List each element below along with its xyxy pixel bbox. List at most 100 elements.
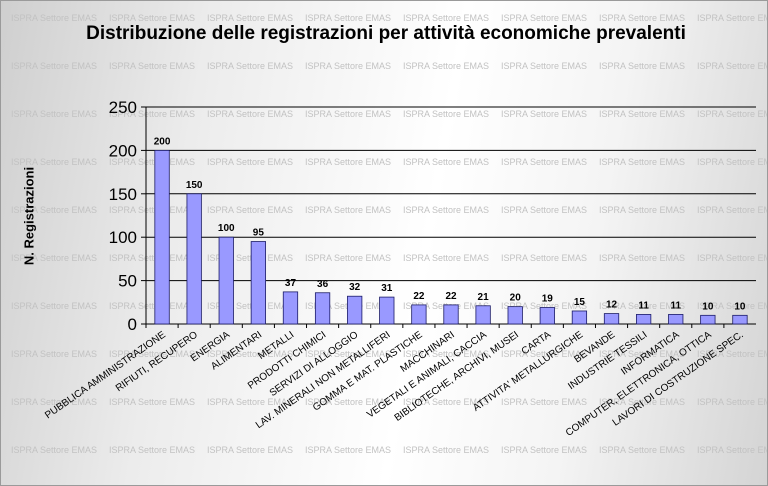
data-label: 31 xyxy=(381,283,393,294)
watermark-text: ISPRA Settore EMAS xyxy=(697,13,767,23)
watermark-text: ISPRA Settore EMAS xyxy=(697,61,767,71)
watermark-text: ISPRA Settore EMAS xyxy=(697,349,767,359)
data-label: 200 xyxy=(154,136,171,147)
watermark-text: ISPRA Settore EMAS xyxy=(11,253,98,263)
watermark-text: ISPRA Settore EMAS xyxy=(305,397,392,407)
watermark-text: ISPRA Settore EMAS xyxy=(305,157,392,167)
watermark-text: ISPRA Settore EMAS xyxy=(599,301,686,311)
watermark-text: ISPRA Settore EMAS xyxy=(109,349,196,359)
watermark-text: ISPRA Settore EMAS xyxy=(599,253,686,263)
watermark-text: ISPRA Settore EMAS xyxy=(11,157,98,167)
data-label: 100 xyxy=(218,223,235,234)
watermark-text: ISPRA Settore EMAS xyxy=(109,205,196,215)
watermark-text: ISPRA Settore EMAS xyxy=(109,157,196,167)
watermark-text: ISPRA Settore EMAS xyxy=(109,445,196,455)
watermark-text: ISPRA Settore EMAS xyxy=(599,205,686,215)
data-label: 21 xyxy=(478,292,490,303)
data-label: 15 xyxy=(574,297,586,308)
watermark-text: ISPRA Settore EMAS xyxy=(599,349,686,359)
watermark-text: ISPRA Settore EMAS xyxy=(109,61,196,71)
data-label: 12 xyxy=(606,300,618,311)
watermark-text: ISPRA Settore EMAS xyxy=(207,397,294,407)
watermark-text: ISPRA Settore EMAS xyxy=(697,205,767,215)
x-tick-label: PUBBLICA AMMINISTRAZIONE xyxy=(43,329,168,421)
bar xyxy=(186,193,202,325)
watermark-text: ISPRA Settore EMAS xyxy=(697,397,767,407)
y-tick-label: 200 xyxy=(109,141,137,160)
watermark-text: ISPRA Settore EMAS xyxy=(109,397,196,407)
watermark-text: ISPRA Settore EMAS xyxy=(11,205,98,215)
watermark-text: ISPRA Settore EMAS xyxy=(501,397,588,407)
bar xyxy=(668,314,684,325)
watermark-text: ISPRA Settore EMAS xyxy=(599,13,686,23)
bar xyxy=(539,307,555,325)
watermark-text: ISPRA Settore EMAS xyxy=(109,253,196,263)
watermark-text: ISPRA Settore EMAS xyxy=(207,301,294,311)
watermark-text: ISPRA Settore EMAS xyxy=(305,109,392,119)
watermark-text: ISPRA Settore EMAS xyxy=(403,445,490,455)
data-label: 150 xyxy=(186,180,203,191)
watermark-text: ISPRA Settore EMAS xyxy=(11,397,98,407)
watermark-text: ISPRA Settore EMAS xyxy=(599,157,686,167)
watermark-text: ISPRA Settore EMAS xyxy=(305,349,392,359)
data-label: 11 xyxy=(670,300,681,311)
bar xyxy=(154,149,170,325)
bar xyxy=(250,241,266,325)
bar xyxy=(218,236,234,325)
watermark-text: ISPRA Settore EMAS xyxy=(599,397,686,407)
watermark-text: ISPRA Settore EMAS xyxy=(697,253,767,263)
watermark-text: ISPRA Settore EMAS xyxy=(11,349,98,359)
watermark-text: ISPRA Settore EMAS xyxy=(501,253,588,263)
data-label: 11 xyxy=(638,300,649,311)
data-label: 95 xyxy=(253,228,265,239)
bar xyxy=(314,292,331,325)
chart-title: Distribuzione delle registrazioni per at… xyxy=(86,23,686,44)
watermark-text: ISPRA Settore EMAS xyxy=(11,61,98,71)
watermark-text: ISPRA Settore EMAS xyxy=(207,253,294,263)
watermark-text: ISPRA Settore EMAS xyxy=(207,109,294,119)
watermark-text: ISPRA Settore EMAS xyxy=(11,109,98,119)
y-tick-label: 50 xyxy=(118,272,137,291)
watermark-text: ISPRA Settore EMAS xyxy=(501,301,588,311)
bar xyxy=(636,314,652,325)
bar xyxy=(347,295,363,325)
watermark-text: ISPRA Settore EMAS xyxy=(305,253,392,263)
bar xyxy=(571,310,588,325)
data-label: 36 xyxy=(317,279,329,290)
watermark-text: ISPRA Settore EMAS xyxy=(403,61,490,71)
watermark-text: ISPRA Settore EMAS xyxy=(403,253,490,263)
watermark-text: ISPRA Settore EMAS xyxy=(11,13,98,23)
watermark-text: ISPRA Settore EMAS xyxy=(501,349,588,359)
data-label: 22 xyxy=(413,291,425,302)
watermark-text: ISPRA Settore EMAS xyxy=(11,445,98,455)
watermark-text: ISPRA Settore EMAS xyxy=(501,157,588,167)
data-label: 19 xyxy=(542,294,554,305)
watermark-text: ISPRA Settore EMAS xyxy=(305,13,392,23)
bar xyxy=(379,296,395,325)
watermark-text: ISPRA Settore EMAS xyxy=(207,13,294,23)
y-tick-label: 250 xyxy=(109,98,137,117)
watermark-text: ISPRA Settore EMAS xyxy=(207,445,294,455)
watermark-text: ISPRA Settore EMAS xyxy=(109,109,196,119)
bar xyxy=(475,305,491,325)
data-label: 20 xyxy=(510,293,522,304)
watermark-text: ISPRA Settore EMAS xyxy=(403,109,490,119)
watermark-text: ISPRA Settore EMAS xyxy=(599,445,686,455)
watermark-text: ISPRA Settore EMAS xyxy=(697,109,767,119)
data-label: 32 xyxy=(349,282,361,293)
watermark-text: ISPRA Settore EMAS xyxy=(403,157,490,167)
watermark-text: ISPRA Settore EMAS xyxy=(501,445,588,455)
watermark-text: ISPRA Settore EMAS xyxy=(305,445,392,455)
data-label: 37 xyxy=(285,278,297,289)
bar xyxy=(603,313,620,325)
watermark-text: ISPRA Settore EMAS xyxy=(403,205,490,215)
watermark-text: ISPRA Settore EMAS xyxy=(599,109,686,119)
y-tick-label: 150 xyxy=(109,185,137,204)
watermark-text: ISPRA Settore EMAS xyxy=(207,349,294,359)
bar xyxy=(443,304,459,325)
watermark-text: ISPRA Settore EMAS xyxy=(207,205,294,215)
bar xyxy=(282,291,299,325)
watermark-text: ISPRA Settore EMAS xyxy=(305,205,392,215)
